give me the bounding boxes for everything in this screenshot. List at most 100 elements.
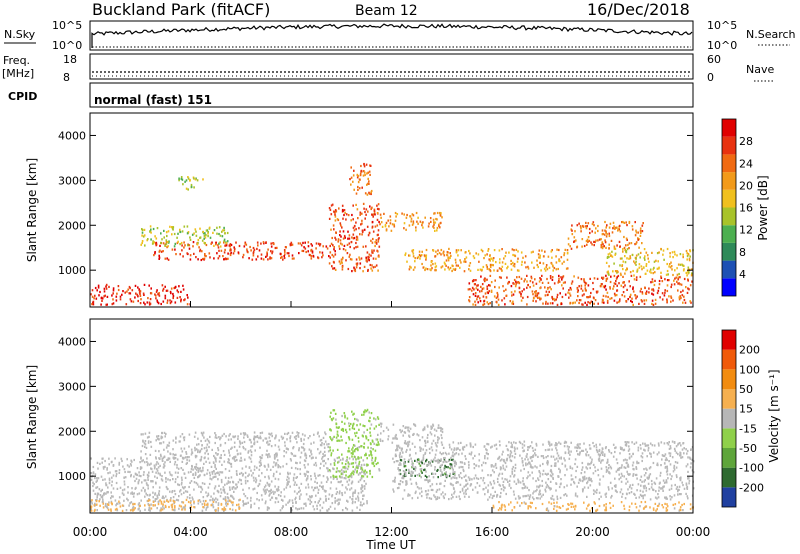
echo-cell [342,237,345,240]
echo-cell [539,472,542,475]
echo-cell [148,499,151,502]
echo-cell [451,454,454,457]
echo-cell [607,270,609,273]
echo-cell [195,448,198,451]
echo-cell [319,467,321,470]
echo-cell [679,276,681,279]
echo-cell [335,475,338,478]
echo-cell [346,459,348,462]
echo-cell [460,441,462,444]
echo-cell [579,479,582,482]
echo-cell [673,279,675,282]
echo-cell [540,495,543,498]
echo-cell [205,460,207,463]
echo-cell [239,498,241,501]
echo-cell [329,487,332,490]
echo-cell [516,276,518,279]
echo-cell [605,295,607,298]
echo-cell [425,258,427,261]
echo-cell [222,255,224,258]
echo-cell [333,435,335,438]
echo-cell [473,279,475,282]
echo-cell [587,296,589,299]
echo-cell [538,296,541,299]
echo-cell [431,449,434,452]
echo-cell [523,467,525,471]
echo-cell [214,432,216,435]
echo-cell [174,509,176,512]
echo-cell [585,227,588,230]
echo-cell [669,447,672,450]
echo-cell [220,503,223,506]
echo-cell [606,271,609,274]
echo-cell [363,228,366,231]
echo-cell [146,460,148,464]
echo-cell [106,503,109,506]
echo-cell [435,498,437,501]
echo-cell [344,414,346,417]
echo-cell [624,272,626,275]
echo-cell [300,437,302,440]
echo-cell [639,493,642,496]
echo-cell [421,490,423,493]
echo-cell [207,439,210,443]
echo-cell [175,253,177,256]
echo-cell [510,445,512,448]
echo-cell [483,445,486,448]
echo-cell [457,254,459,257]
echo-cell [147,487,149,490]
echo-cell [547,448,549,451]
echo-cell [336,448,339,451]
echo-cell [676,280,678,283]
echo-cell [346,488,348,491]
echo-cell [449,446,451,449]
echo-cell [513,469,516,472]
echo-cell [683,447,685,450]
echo-cell [142,439,144,442]
echo-cell [455,251,458,254]
echo-cell [459,472,462,475]
echo-cell [95,486,97,489]
echo-cell [363,171,366,174]
echo-cell [213,244,215,247]
echo-cell [430,220,432,223]
echo-cell [372,237,374,241]
echo-cell [678,298,681,301]
echo-cell [331,502,334,505]
echo-cell [130,492,132,495]
echo-cell [454,460,457,463]
echo-cell [558,277,560,280]
echo-cell [625,300,627,303]
echo-cell [194,446,196,449]
echo-cell [246,497,249,500]
echo-cell [355,228,357,231]
echo-cell [555,298,557,301]
echo-cell [686,452,688,455]
echo-cell [335,470,338,473]
echo-cell [103,290,106,293]
echo-cell [684,301,687,304]
echo-cell [501,299,503,302]
echo-cell [545,302,547,305]
echo-cell [412,465,414,468]
echo-cell [138,502,141,505]
echo-cell [608,247,610,250]
echo-cell [222,486,225,489]
echo-cell [588,444,591,447]
echo-cell [147,484,149,487]
echo-cell [512,490,515,493]
echo-cell [652,451,655,454]
echo-cell [370,267,372,270]
echo-cell [613,292,616,295]
echo-cell [682,256,684,259]
echo-cell [343,465,346,469]
echo-cell [160,435,163,438]
echo-cell [654,271,656,274]
echo-cell [643,257,646,260]
echo-cell [557,454,560,457]
echo-cell [296,441,298,444]
echo-cell [624,284,626,287]
echo-cell [374,244,376,248]
echo-cell [490,446,492,449]
echo-cell [355,497,357,500]
